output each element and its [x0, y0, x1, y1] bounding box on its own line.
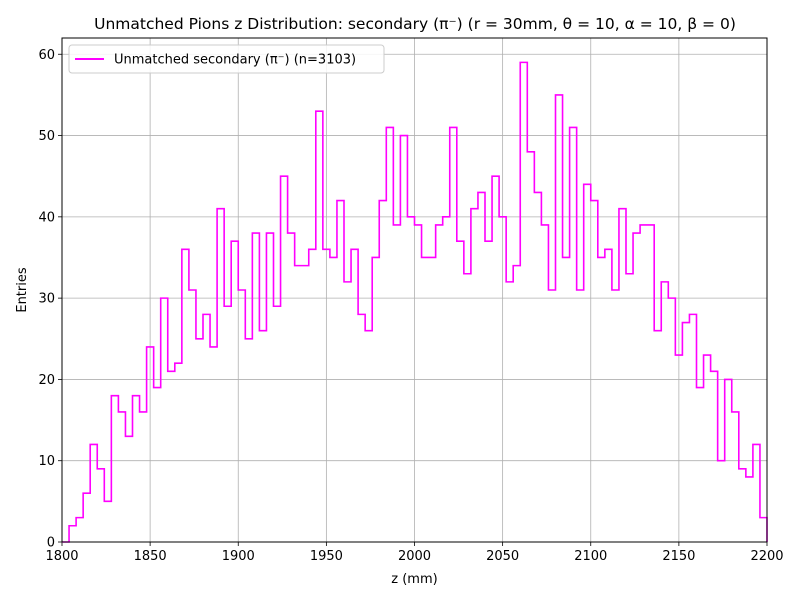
series-layer	[62, 61, 768, 543]
y-axis-ticks: 0 10 20 30 40 50 60	[38, 48, 62, 551]
x-tick-label: 2150	[662, 549, 695, 564]
x-tick-label: 2100	[574, 549, 607, 564]
x-axis-ticks: 1800 1850 1900 1950 2000 2050 2100 2150 2200	[45, 542, 784, 564]
plot-frame	[61, 37, 768, 543]
y-tick-label: 0	[47, 536, 55, 551]
x-tick-label: 1950	[310, 549, 343, 564]
y-tick-label: 10	[38, 454, 55, 469]
legend-label: Unmatched secondary (π⁻) (n=3103)	[114, 53, 356, 68]
x-tick-label: 1800	[45, 549, 78, 564]
x-tick-label: 2000	[398, 549, 431, 564]
y-tick-label: 30	[38, 292, 55, 307]
y-tick-label: 20	[38, 373, 55, 388]
y-tick-label: 40	[38, 210, 55, 225]
x-tick-label: 2050	[486, 549, 519, 564]
y-axis-label: Entries	[15, 267, 30, 313]
y-tick-label: 60	[38, 48, 55, 63]
chart-title: Unmatched Pions z Distribution: secondar…	[94, 15, 736, 33]
legend: Unmatched secondary (π⁻) (n=3103)	[68, 44, 385, 74]
x-tick-label: 2200	[750, 549, 783, 564]
x-axis-label: z (mm)	[391, 572, 437, 587]
histogram-step-line	[62, 61, 768, 543]
x-tick-label: 1900	[222, 549, 255, 564]
y-tick-label: 50	[38, 129, 55, 144]
legend-box	[68, 44, 385, 74]
x-tick-label: 1850	[134, 549, 167, 564]
